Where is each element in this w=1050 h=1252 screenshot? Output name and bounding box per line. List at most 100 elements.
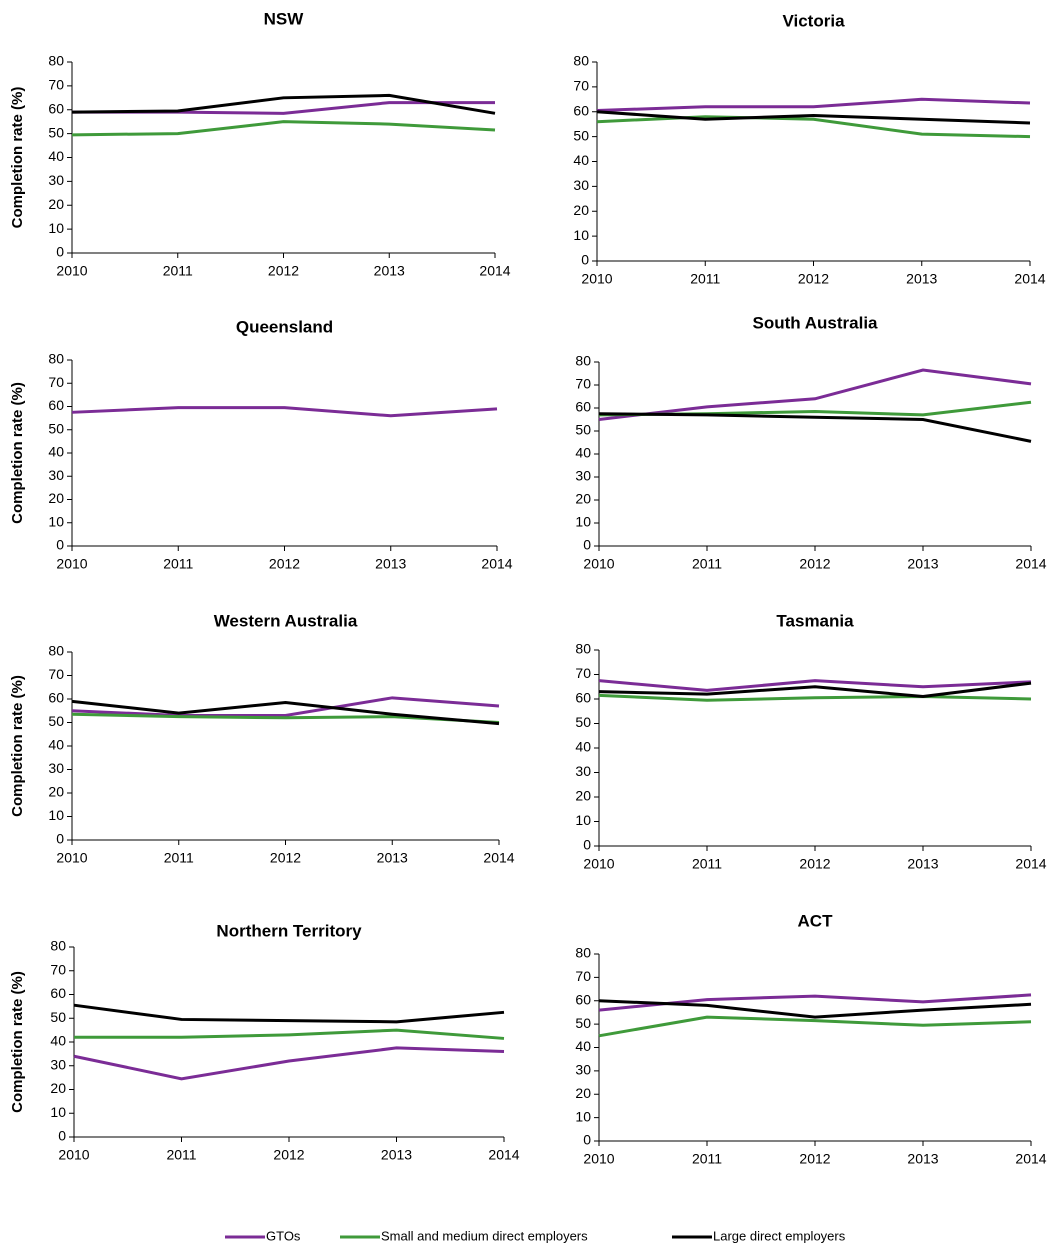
x-tick-label: 2011	[163, 263, 193, 279]
series-line	[598, 999, 1032, 1019]
x-tick-label: 2011	[692, 556, 722, 572]
series-line	[71, 696, 500, 717]
y-tick-label: 60	[575, 690, 591, 706]
x-tick-label: 2014	[479, 263, 510, 279]
y-tick-label: 0	[56, 244, 64, 260]
series-line	[596, 97, 1031, 113]
y-tick-label: 0	[581, 252, 589, 268]
y-tick-label: 50	[48, 124, 64, 140]
y-tick-label: 50	[575, 422, 591, 438]
y-tick-label: 60	[50, 985, 66, 1001]
y-tick-label: 30	[48, 760, 64, 776]
y-tick-label: 60	[48, 100, 64, 116]
y-tick-label: 10	[48, 807, 64, 823]
y-tick-label: 70	[48, 77, 64, 93]
y-tick-label: 70	[50, 961, 66, 977]
y-tick-label: 80	[48, 643, 64, 659]
y-axis-label: Completion rate (%)	[9, 675, 26, 817]
series-line	[598, 693, 1032, 702]
y-tick-label: 20	[48, 196, 64, 212]
y-tick-label: 30	[573, 177, 589, 193]
series-line	[598, 679, 1032, 692]
y-tick-label: 40	[48, 737, 64, 753]
x-tick-label: 2012	[799, 856, 830, 872]
y-tick-label: 30	[48, 467, 64, 483]
y-tick-label: 60	[575, 991, 591, 1007]
x-tick-label: 2010	[583, 556, 614, 572]
x-tick-label: 2012	[273, 1147, 304, 1163]
y-tick-label: 40	[573, 152, 589, 168]
x-tick-label: 2012	[799, 1151, 830, 1167]
legend-label: Small and medium direct employers	[381, 1228, 588, 1243]
chart-title: ACT	[798, 911, 834, 930]
x-tick-label: 2013	[374, 263, 405, 279]
y-tick-label: 80	[575, 353, 591, 369]
y-tick-label: 10	[575, 812, 591, 828]
y-tick-label: 40	[575, 739, 591, 755]
y-tick-label: 0	[56, 537, 64, 553]
chart-title: Tasmania	[776, 611, 854, 630]
x-tick-label: 2012	[798, 271, 829, 287]
y-tick-label: 70	[573, 78, 589, 94]
y-tick-label: 30	[48, 172, 64, 188]
y-tick-label: 20	[50, 1080, 66, 1096]
y-tick-label: 20	[573, 202, 589, 218]
chart-title: South Australia	[753, 313, 879, 332]
y-tick-label: 60	[48, 690, 64, 706]
y-tick-label: 20	[575, 788, 591, 804]
x-tick-label: 2011	[163, 556, 193, 572]
series-line	[71, 120, 496, 137]
y-tick-label: 70	[48, 374, 64, 390]
y-tick-label: 0	[583, 537, 591, 553]
x-tick-label: 2010	[56, 556, 87, 572]
y-tick-label: 60	[575, 399, 591, 415]
y-axis-label: Completion rate (%)	[9, 87, 26, 229]
series-line	[598, 368, 1032, 421]
chart-title: Queensland	[236, 317, 333, 336]
y-tick-label: 0	[583, 1132, 591, 1148]
y-tick-label: 80	[575, 945, 591, 961]
x-tick-label: 2013	[381, 1147, 412, 1163]
y-axis-label: Completion rate (%)	[9, 382, 26, 524]
x-tick-label: 2012	[799, 556, 830, 572]
y-tick-label: 80	[48, 53, 64, 69]
x-tick-label: 2014	[1015, 556, 1046, 572]
series-line	[71, 93, 496, 115]
x-tick-label: 2010	[58, 1147, 89, 1163]
chart-title: NSW	[264, 9, 305, 28]
y-tick-label: 40	[575, 1038, 591, 1054]
y-tick-label: 70	[48, 666, 64, 682]
y-tick-label: 10	[48, 513, 64, 529]
y-tick-label: 80	[573, 53, 589, 69]
x-tick-label: 2014	[1015, 1151, 1046, 1167]
x-tick-label: 2011	[166, 1147, 196, 1163]
y-tick-label: 20	[48, 784, 64, 800]
y-tick-label: 70	[575, 665, 591, 681]
series-line	[71, 406, 498, 418]
x-tick-label: 2013	[375, 556, 406, 572]
y-tick-label: 40	[48, 444, 64, 460]
y-tick-label: 50	[575, 1015, 591, 1031]
y-tick-label: 40	[48, 148, 64, 164]
y-tick-label: 10	[50, 1104, 66, 1120]
y-tick-label: 20	[575, 491, 591, 507]
y-axis-label: Completion rate (%)	[9, 971, 26, 1113]
y-tick-label: 80	[48, 351, 64, 367]
x-tick-label: 2012	[269, 556, 300, 572]
y-tick-label: 10	[575, 514, 591, 530]
y-tick-label: 10	[48, 220, 64, 236]
x-tick-label: 2014	[481, 556, 512, 572]
y-tick-label: 70	[575, 376, 591, 392]
y-tick-label: 40	[575, 445, 591, 461]
y-tick-label: 30	[575, 1062, 591, 1078]
x-tick-label: 2013	[906, 271, 937, 287]
x-tick-label: 2014	[1014, 271, 1045, 287]
x-tick-label: 2014	[1015, 856, 1046, 872]
x-tick-label: 2013	[907, 556, 938, 572]
series-line	[598, 1015, 1032, 1038]
x-tick-label: 2013	[377, 850, 408, 866]
x-tick-label: 2013	[907, 1151, 938, 1167]
chart-title: Western Australia	[214, 611, 358, 630]
x-tick-label: 2011	[692, 856, 722, 872]
